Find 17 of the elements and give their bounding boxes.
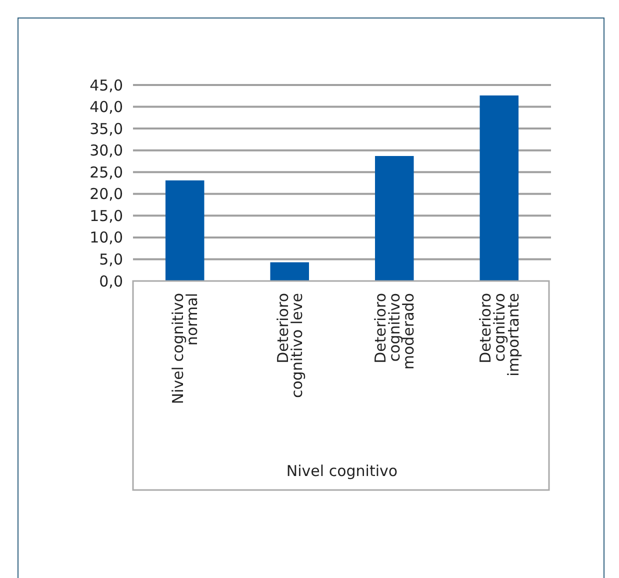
bar bbox=[270, 262, 309, 281]
y-tick-label: 25,0 bbox=[90, 163, 123, 182]
bar bbox=[165, 180, 204, 281]
y-tick-label: 35,0 bbox=[90, 120, 123, 138]
bar bbox=[375, 156, 414, 281]
y-tick-label: 20,0 bbox=[90, 185, 123, 204]
x-tick-label: Nivel cognitivo normal bbox=[169, 293, 202, 404]
y-tick-label: 15,0 bbox=[90, 206, 123, 225]
y-tick-label: 40,0 bbox=[90, 98, 123, 116]
y-tick-label: 45,0 bbox=[90, 76, 123, 94]
y-tick-label: 0,0 bbox=[99, 272, 123, 290]
bar bbox=[480, 95, 519, 281]
y-tick-label: 30,0 bbox=[90, 142, 123, 160]
x-tick-label: Deterioro cognitivo moderado bbox=[372, 293, 418, 370]
y-tick-label: 10,0 bbox=[90, 228, 123, 247]
x-axis-title: Nivel cognitivo bbox=[286, 462, 398, 480]
y-tick-label: 5,0 bbox=[99, 250, 123, 268]
